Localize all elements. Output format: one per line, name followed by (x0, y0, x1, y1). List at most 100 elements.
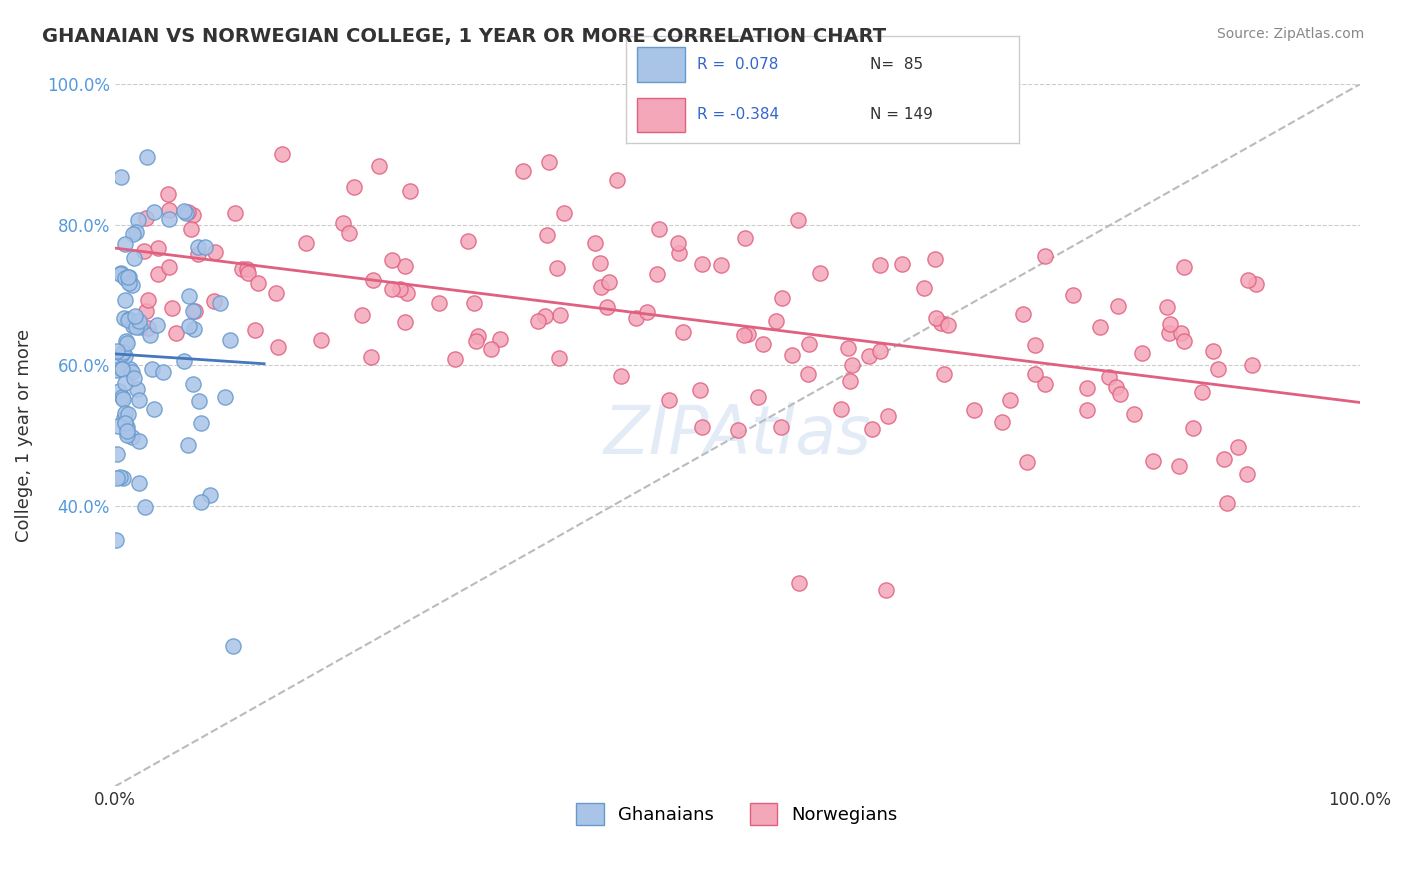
Norwegians (1241, 359, 1264, 373)
Ghanaians (121, 278, 143, 293)
Norwegians (876, 582, 898, 597)
Norwegians (162, 301, 184, 316)
Norwegians (837, 341, 859, 355)
Y-axis label: College, 1 year or more: College, 1 year or more (15, 329, 32, 542)
Ghanaians (112, 411, 135, 425)
Norwegians (389, 281, 412, 295)
Ghanaians (118, 311, 141, 326)
Norwegians (710, 258, 733, 272)
Norwegians (1170, 326, 1192, 341)
Ghanaians (108, 470, 131, 484)
Ghanaians (110, 266, 132, 280)
Norwegians (1208, 362, 1230, 376)
Norwegians (1109, 386, 1132, 401)
Ghanaians (105, 363, 128, 377)
Norwegians (626, 311, 648, 326)
Ghanaians (122, 371, 145, 385)
Norwegians (869, 344, 891, 359)
Norwegians (1236, 272, 1258, 286)
Norwegians (183, 304, 205, 318)
Norwegians (394, 315, 416, 329)
Ghanaians (114, 237, 136, 252)
Ghanaians (128, 314, 150, 328)
Norwegians (132, 244, 155, 259)
Ghanaians (117, 269, 139, 284)
Ghanaians (115, 419, 138, 434)
Ghanaians (219, 333, 242, 347)
Norwegians (361, 273, 384, 287)
Norwegians (534, 310, 557, 324)
Norwegians (136, 320, 159, 334)
Norwegians (1227, 440, 1250, 454)
Ghanaians (111, 345, 134, 359)
Norwegians (204, 245, 226, 260)
Norwegians (381, 252, 404, 267)
Ghanaians (173, 203, 195, 218)
Norwegians (924, 252, 946, 267)
Ghanaians (104, 533, 127, 547)
Ghanaians (128, 319, 150, 334)
Norwegians (1024, 338, 1046, 352)
Norwegians (770, 291, 793, 305)
Norwegians (177, 204, 200, 219)
Ghanaians (183, 322, 205, 336)
Norwegians (1130, 346, 1153, 360)
Norwegians (733, 328, 755, 343)
Ghanaians (108, 357, 131, 371)
Ghanaians (114, 334, 136, 349)
Ghanaians (190, 416, 212, 430)
Ghanaians (111, 361, 134, 376)
Norwegians (747, 390, 769, 404)
Norwegians (1157, 326, 1180, 340)
Ghanaians (190, 495, 212, 509)
Ghanaians (128, 476, 150, 491)
Norwegians (891, 256, 914, 270)
Norwegians (1156, 300, 1178, 314)
Ghanaians (134, 500, 156, 514)
Ghanaians (114, 406, 136, 420)
Norwegians (1024, 367, 1046, 381)
Ghanaians (121, 365, 143, 379)
Norwegians (727, 423, 749, 437)
Ghanaians (112, 392, 135, 406)
Norwegians (1033, 377, 1056, 392)
Norwegians (395, 285, 418, 300)
Norwegians (360, 350, 382, 364)
Ghanaians (187, 393, 209, 408)
Norwegians (135, 211, 157, 225)
Norwegians (860, 422, 883, 436)
Norwegians (780, 348, 803, 362)
Legend: Ghanaians, Norwegians: Ghanaians, Norwegians (568, 794, 907, 834)
Ghanaians (114, 416, 136, 430)
Norwegians (932, 367, 955, 381)
Ghanaians (114, 271, 136, 285)
Norwegians (368, 159, 391, 173)
Norwegians (536, 228, 558, 243)
Norwegians (858, 350, 880, 364)
Norwegians (672, 326, 695, 340)
Ghanaians (112, 311, 135, 326)
Norwegians (295, 236, 318, 251)
Norwegians (765, 314, 787, 328)
Norwegians (751, 337, 773, 351)
Text: N = 149: N = 149 (870, 107, 932, 122)
Text: Source: ZipAtlas.com: Source: ZipAtlas.com (1216, 27, 1364, 41)
Ghanaians (125, 382, 148, 396)
Norwegians (841, 358, 863, 372)
Norwegians (135, 304, 157, 318)
Norwegians (165, 326, 187, 340)
Ghanaians (157, 211, 180, 226)
Norwegians (488, 332, 510, 346)
Ghanaians (117, 407, 139, 421)
Norwegians (1191, 384, 1213, 399)
Text: R = -0.384: R = -0.384 (696, 107, 779, 122)
Norwegians (180, 222, 202, 236)
Norwegians (246, 276, 269, 290)
Ghanaians (118, 269, 141, 284)
Ghanaians (111, 470, 134, 484)
Norwegians (1181, 421, 1204, 435)
Norwegians (136, 293, 159, 307)
Norwegians (1000, 392, 1022, 407)
Norwegians (1062, 288, 1084, 302)
Ghanaians (222, 639, 245, 653)
